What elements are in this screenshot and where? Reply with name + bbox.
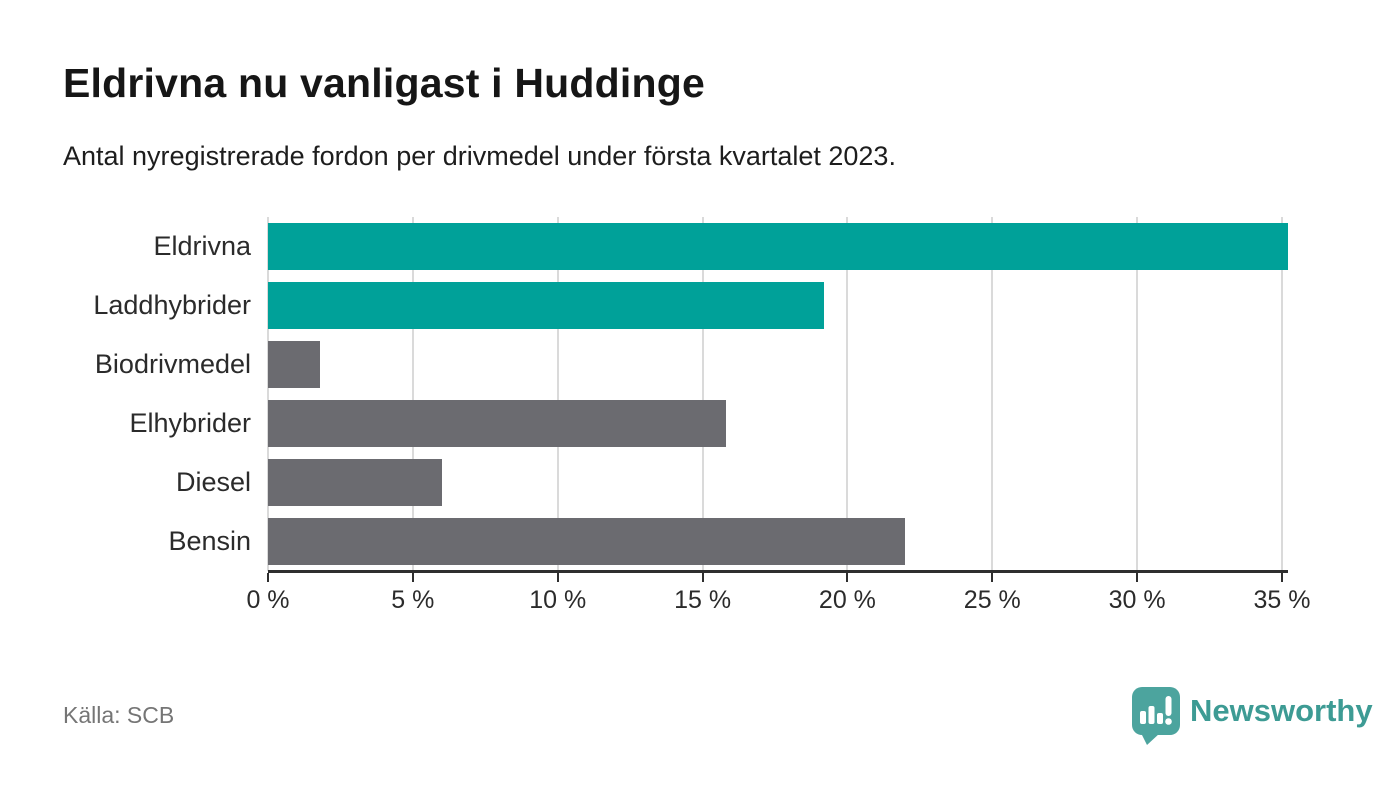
- gridline: [411, 217, 414, 571]
- category-label: Elhybrider: [129, 408, 251, 438]
- bar-biodrivmedel: [268, 341, 321, 388]
- axis-tick: [1136, 573, 1139, 582]
- axis-tick-label: 30 %: [1108, 586, 1166, 614]
- gridline: [1281, 217, 1283, 571]
- gridline: [701, 217, 704, 571]
- bar-bensin: [268, 518, 906, 565]
- source-note: Källa: SCB: [63, 702, 175, 728]
- newsworthy-logo: Newsworthy: [1132, 687, 1373, 746]
- axis-tick-label: 35 %: [1253, 586, 1311, 614]
- bar-diesel: [268, 459, 442, 506]
- axis-tick-label: 0 %: [246, 586, 290, 614]
- axis-tick: [846, 573, 849, 582]
- axis-tick: [1281, 573, 1283, 582]
- category-label: Eldrivna: [153, 231, 251, 261]
- axis-tick: [701, 573, 704, 582]
- newsworthy-logo-icon: [1132, 687, 1180, 745]
- axis-tick-label: 10 %: [529, 586, 587, 614]
- category-label: Bensin: [168, 526, 251, 556]
- gridline: [991, 217, 994, 571]
- bar-laddhybrider: [268, 282, 825, 329]
- bar-chart: Eldrivna Laddhybrider Biodrivmedel Elhybrid…: [93, 217, 1311, 614]
- x-axis-line: [268, 570, 1288, 573]
- bar-eldrivna: [268, 223, 1288, 270]
- gridline: [267, 217, 269, 571]
- axis-tick: [556, 573, 559, 582]
- bar-elhybrider: [268, 400, 726, 447]
- gridline: [1136, 217, 1139, 571]
- axis-tick: [267, 573, 269, 582]
- axis-tick-label: 20 %: [818, 586, 876, 614]
- gridline: [846, 217, 849, 571]
- chart-title: Eldrivna nu vanligast i Huddinge: [63, 60, 705, 106]
- chart-subtitle: Antal nyregistrerade fordon per drivmede…: [63, 141, 896, 171]
- newsworthy-logo-text: Newsworthy: [1190, 693, 1373, 728]
- axis-tick-label: 25 %: [963, 586, 1021, 614]
- axis-tick-label: 5 %: [391, 586, 435, 614]
- axis-tick: [991, 573, 994, 582]
- category-label: Laddhybrider: [93, 290, 251, 320]
- axis-tick: [411, 573, 414, 582]
- gridline: [556, 217, 559, 571]
- category-label: Biodrivmedel: [94, 349, 251, 379]
- category-label: Diesel: [175, 467, 251, 497]
- axis-tick-label: 15 %: [674, 586, 732, 614]
